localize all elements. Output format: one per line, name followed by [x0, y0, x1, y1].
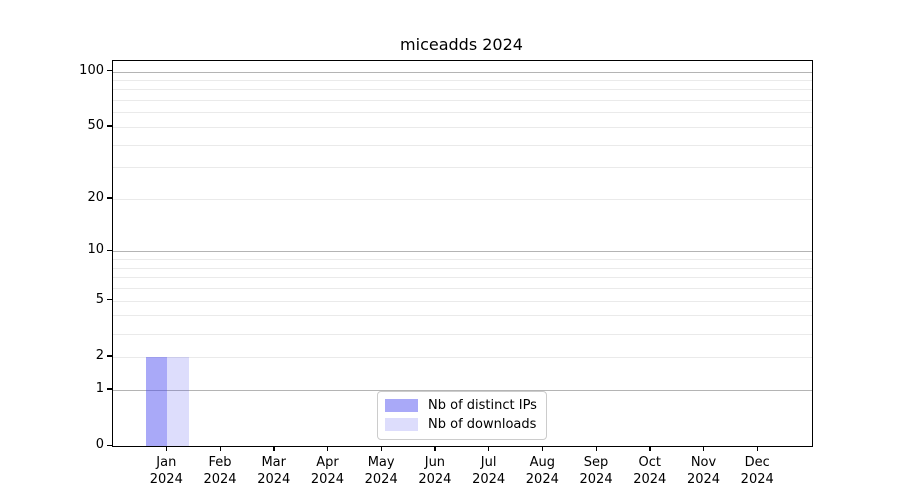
- chart-title: miceadds 2024: [400, 35, 523, 54]
- gridline-minor: [113, 288, 812, 290]
- x-tick-month: Jul: [480, 455, 497, 470]
- gridline-minor: [113, 144, 812, 146]
- x-tick-month: Feb: [208, 455, 232, 470]
- x-tick-year: 2024: [472, 472, 506, 487]
- x-tick-month: Sep: [583, 455, 609, 470]
- gridline-minor: [113, 126, 812, 128]
- y-tick-label: 100: [79, 62, 104, 78]
- legend-swatch: [385, 399, 418, 412]
- y-tick-label: 2: [95, 347, 104, 363]
- x-tick-mark: [219, 446, 221, 451]
- x-tick-label: Sep 2024: [564, 454, 628, 488]
- y-tick-mark: [107, 444, 112, 446]
- x-tick-month: Nov: [690, 455, 717, 470]
- x-tick-year: 2024: [525, 472, 559, 487]
- x-tick-label: Jun 2024: [403, 454, 467, 488]
- y-tick-label: 10: [87, 242, 104, 258]
- x-tick-mark: [649, 446, 651, 451]
- x-tick-year: 2024: [149, 472, 183, 487]
- x-tick-year: 2024: [364, 472, 398, 487]
- x-tick-label: Nov 2024: [672, 454, 736, 488]
- x-tick-month: Aug: [529, 455, 556, 470]
- gridline-minor: [113, 315, 812, 317]
- x-tick-month: May: [367, 455, 395, 470]
- legend-label: Nb of distinct IPs: [428, 398, 537, 413]
- y-tick-label: 20: [87, 189, 104, 205]
- x-tick-mark: [326, 446, 329, 451]
- x-tick-month: Mar: [261, 455, 286, 470]
- x-tick-label: Apr 2024: [295, 454, 359, 488]
- x-tick-label: Oct 2024: [618, 454, 682, 488]
- x-tick-year: 2024: [633, 472, 667, 487]
- legend-label: Nb of downloads: [428, 417, 537, 432]
- x-tick-mark: [380, 446, 382, 451]
- y-tick-label: 50: [87, 117, 104, 133]
- x-tick-month: Oct: [638, 455, 661, 470]
- x-tick-year: 2024: [203, 472, 237, 487]
- x-tick-mark: [434, 446, 436, 451]
- y-tick-mark: [107, 355, 112, 357]
- x-tick-mark: [595, 446, 597, 451]
- x-tick-mark: [488, 446, 490, 451]
- x-tick-mark: [541, 446, 544, 451]
- x-tick-month: Apr: [316, 455, 339, 470]
- x-tick-label: Mar 2024: [242, 454, 306, 488]
- gridline-minor: [113, 167, 812, 169]
- gridline-minor: [113, 333, 812, 335]
- gridline-minor: [113, 79, 812, 81]
- y-tick-mark: [107, 125, 112, 127]
- x-tick-label: Jan 2024: [134, 454, 198, 488]
- x-tick-year: 2024: [257, 472, 291, 487]
- gridline-major: [113, 71, 812, 73]
- x-tick-mark: [703, 446, 705, 451]
- gridline-minor: [113, 100, 812, 102]
- x-tick-month: Jun: [424, 455, 446, 470]
- x-tick-label: Jul 2024: [457, 454, 521, 488]
- x-tick-mark: [756, 446, 759, 451]
- gridline-minor: [113, 267, 812, 269]
- x-tick-label: Aug 2024: [510, 454, 574, 488]
- legend: Nb of distinct IPs Nb of downloads: [377, 391, 547, 440]
- gridline-minor: [113, 259, 812, 261]
- y-tick-label: 0: [95, 437, 104, 452]
- gridline-minor: [113, 277, 812, 279]
- x-tick-month: Dec: [744, 455, 770, 470]
- legend-entry: Nb of distinct IPs: [385, 396, 540, 415]
- x-tick-label: May 2024: [349, 454, 413, 488]
- legend-entry: Nb of downloads: [385, 415, 540, 434]
- x-tick-year: 2024: [686, 472, 721, 487]
- x-tick-mark: [273, 446, 275, 451]
- gridline-minor: [113, 89, 812, 91]
- x-tick-year: 2024: [310, 472, 344, 487]
- y-tick-mark: [107, 388, 112, 390]
- gridline-minor: [113, 356, 812, 358]
- x-tick-year: 2024: [418, 472, 452, 487]
- x-tick-year: 2024: [579, 472, 613, 487]
- x-tick-label: Dec 2024: [725, 454, 789, 488]
- x-tick-mark: [165, 446, 168, 451]
- plot-area: [112, 60, 813, 447]
- x-tick-month: Jan: [156, 455, 177, 470]
- y-tick-label: 5: [95, 291, 104, 307]
- y-tick-mark: [107, 197, 112, 199]
- gridline-major: [113, 389, 812, 391]
- bar-jan-s0: [145, 356, 168, 446]
- bar-jan-s1: [167, 356, 189, 446]
- x-tick-year: 2024: [740, 472, 774, 487]
- gridline-minor: [113, 112, 812, 114]
- x-tick-label: Feb 2024: [188, 454, 252, 488]
- gridline-major: [113, 251, 812, 253]
- y-tick-label: 1: [95, 380, 104, 396]
- legend-swatch: [385, 418, 418, 431]
- y-tick-mark: [107, 70, 112, 72]
- y-tick-mark: [107, 249, 112, 252]
- gridline-minor: [113, 300, 812, 302]
- gridline-minor: [113, 198, 812, 200]
- y-tick-mark: [107, 299, 112, 301]
